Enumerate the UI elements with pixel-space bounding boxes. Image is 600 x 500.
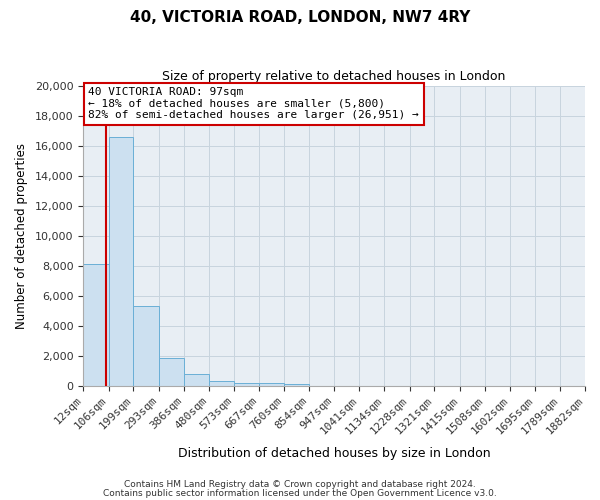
Bar [133,306,158,386]
Bar [234,382,259,386]
Text: Contains public sector information licensed under the Open Government Licence v3: Contains public sector information licen… [103,488,497,498]
Title: Size of property relative to detached houses in London: Size of property relative to detached ho… [163,70,506,83]
Text: 40, VICTORIA ROAD, LONDON, NW7 4RY: 40, VICTORIA ROAD, LONDON, NW7 4RY [130,10,470,25]
Bar [83,264,109,386]
Text: 40 VICTORIA ROAD: 97sqm
← 18% of detached houses are smaller (5,800)
82% of semi: 40 VICTORIA ROAD: 97sqm ← 18% of detache… [88,87,419,120]
Bar [158,358,184,386]
Bar [284,384,309,386]
X-axis label: Distribution of detached houses by size in London: Distribution of detached houses by size … [178,447,490,460]
Text: Contains HM Land Registry data © Crown copyright and database right 2024.: Contains HM Land Registry data © Crown c… [124,480,476,489]
Y-axis label: Number of detached properties: Number of detached properties [15,142,28,328]
Bar [209,381,234,386]
Bar [109,136,133,386]
Bar [259,383,284,386]
Bar [184,374,209,386]
